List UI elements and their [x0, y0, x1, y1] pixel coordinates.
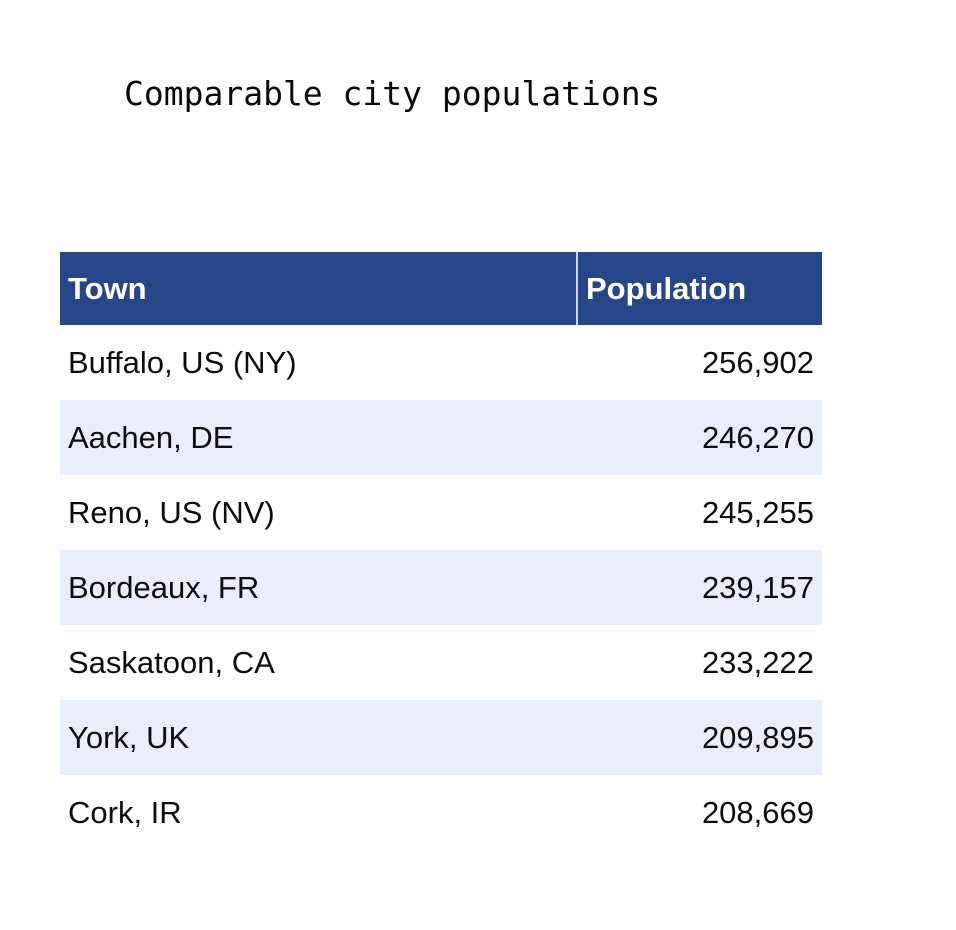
cell-population: 256,902: [701, 344, 814, 380]
cell-population: 233,222: [701, 644, 814, 680]
table-row: Cork, IR 208,669: [60, 775, 822, 850]
cell-town: Cork, IR: [68, 794, 182, 830]
population-table: Town Population Buffalo, US (NY) 256,902…: [60, 252, 822, 850]
table-header-row: Town Population: [60, 252, 822, 325]
cell-population: 209,895: [701, 719, 814, 755]
cell-town: York, UK: [68, 719, 190, 755]
cell-population: 246,270: [701, 419, 814, 455]
table-row: Aachen, DE 246,270: [60, 400, 822, 475]
column-header-population[interactable]: Population: [586, 270, 747, 306]
cell-town: Reno, US (NV): [68, 494, 275, 530]
page-title: Comparable city populations: [124, 74, 661, 113]
cell-town: Buffalo, US (NY): [68, 344, 297, 380]
cell-population: 245,255: [701, 494, 814, 530]
table-row: Saskatoon, CA 233,222: [60, 625, 822, 700]
cell-town: Bordeaux, FR: [68, 569, 260, 605]
population-table-container: Town Population Buffalo, US (NY) 256,902…: [60, 252, 822, 850]
table-row: Bordeaux, FR 239,157: [60, 550, 822, 625]
table-row: York, UK 209,895: [60, 700, 822, 775]
table-body: Buffalo, US (NY) 256,902 Aachen, DE 246,…: [60, 325, 822, 850]
cell-town: Saskatoon, CA: [68, 644, 275, 680]
cell-population: 239,157: [701, 569, 814, 605]
table-row: Reno, US (NV) 245,255: [60, 475, 822, 550]
column-header-town[interactable]: Town: [60, 252, 578, 325]
cell-population: 208,669: [701, 794, 814, 830]
table-row: Buffalo, US (NY) 256,902: [60, 325, 822, 400]
table-header: Town Population: [60, 252, 822, 325]
cell-town: Aachen, DE: [68, 419, 234, 455]
